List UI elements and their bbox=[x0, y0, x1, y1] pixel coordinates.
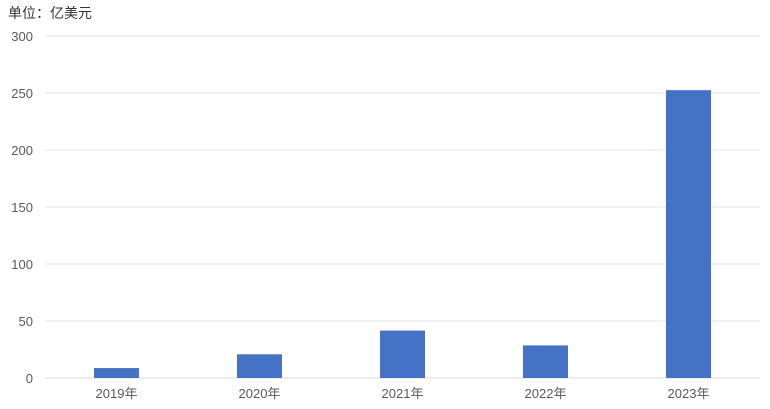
y-tick-label: 200 bbox=[11, 143, 33, 158]
x-tick-label: 2020年 bbox=[239, 386, 281, 401]
y-tick-label: 50 bbox=[19, 314, 33, 329]
bar bbox=[666, 90, 711, 379]
y-tick-label: 250 bbox=[11, 86, 33, 101]
bar bbox=[523, 345, 568, 378]
x-tick-label: 2022年 bbox=[525, 386, 567, 401]
x-tick-label: 2019年 bbox=[96, 386, 138, 401]
bar bbox=[237, 354, 282, 378]
unit-label: 单位：亿美元 bbox=[8, 5, 92, 21]
y-tick-label: 300 bbox=[11, 29, 33, 44]
x-tick-label: 2023年 bbox=[668, 386, 710, 401]
bar bbox=[380, 330, 425, 378]
y-tick-label: 150 bbox=[11, 200, 33, 215]
y-tick-label: 0 bbox=[26, 371, 33, 386]
x-tick-label: 2021年 bbox=[382, 386, 424, 401]
y-tick-label: 100 bbox=[11, 257, 33, 272]
bar bbox=[94, 368, 139, 378]
